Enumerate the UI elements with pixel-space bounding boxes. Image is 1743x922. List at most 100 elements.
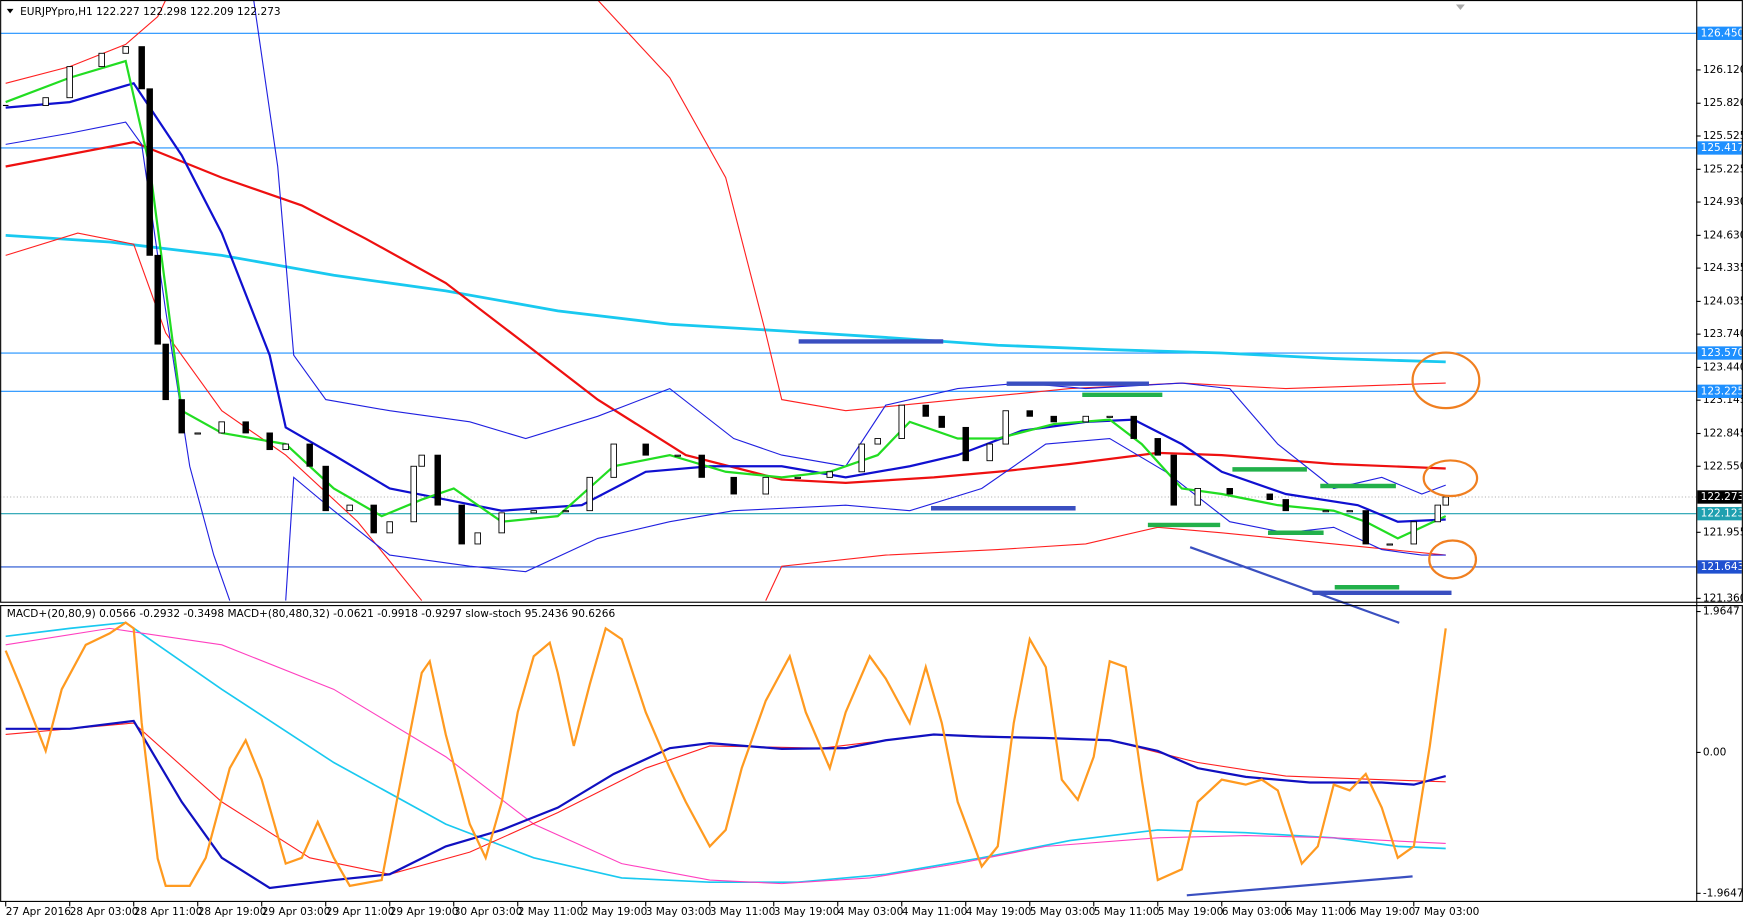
level-label: 121.643 <box>1701 561 1743 573</box>
candle <box>498 512 505 534</box>
candle <box>1050 415 1057 423</box>
candle <box>194 432 201 435</box>
candle <box>434 454 441 506</box>
x-tick-label: 7 May 03:00 <box>1414 906 1480 918</box>
x-tick-label: 4 May 03:00 <box>838 906 904 918</box>
level-label: 122.123 <box>1701 508 1743 520</box>
candle <box>322 465 329 512</box>
level-label: 125.417 <box>1701 142 1743 154</box>
candle <box>1434 504 1441 523</box>
y-tick-label: 124.035 <box>1703 295 1743 307</box>
x-tick-label: 27 Apr 2016 <box>6 906 72 918</box>
y-tick-label: 126.120 <box>1703 64 1743 76</box>
candle <box>1194 488 1201 506</box>
indicator-line <box>4 621 1447 888</box>
x-tick-label: 28 Apr 19:00 <box>198 906 267 918</box>
candle <box>42 97 49 106</box>
candle <box>794 476 801 479</box>
symbol-header: EURJPYpro,H1 122.227 122.298 122.209 122… <box>20 6 281 18</box>
x-tick-label: 4 May 11:00 <box>902 906 968 918</box>
y-tick-label: 121.955 <box>1703 526 1743 538</box>
indicator-line <box>5 719 1447 890</box>
indicator-panel-frame <box>0 605 1743 902</box>
candle <box>1322 510 1329 513</box>
candle <box>138 46 145 90</box>
candle <box>458 504 465 545</box>
trend-line <box>1189 546 1400 624</box>
x-tick-label: 29 Apr 11:00 <box>326 906 395 918</box>
level-label-box <box>1697 346 1742 360</box>
highlight-circle <box>1411 351 1481 410</box>
level-label: 123.225 <box>1701 385 1743 397</box>
level-label-box <box>1697 141 1742 155</box>
candle <box>410 465 417 523</box>
x-tick-label: 2 May 11:00 <box>518 906 584 918</box>
candle <box>1442 496 1449 506</box>
y-tick-label: 124.630 <box>1703 229 1743 241</box>
candle <box>154 254 161 345</box>
x-tick-label: 4 May 19:00 <box>966 906 1032 918</box>
candle <box>730 476 737 495</box>
annotations <box>798 339 1481 897</box>
y-tick-label: 123.740 <box>1703 328 1743 340</box>
candle <box>218 421 225 434</box>
x-tick-label: 29 Apr 03:00 <box>262 906 331 918</box>
candle <box>1410 521 1417 545</box>
x-tick-label: 6 May 19:00 <box>1350 906 1416 918</box>
level-label: 123.570 <box>1701 347 1743 359</box>
candle <box>1282 499 1289 512</box>
indicator-header: MACD+(20,80,9) 0.0566 -0.2932 -0.3498 MA… <box>7 608 616 620</box>
indicator-line <box>765 526 1446 601</box>
shift-marker <box>1455 4 1465 11</box>
level-label-box <box>1697 26 1742 40</box>
candle <box>306 443 313 467</box>
highlight-circle <box>1428 539 1478 580</box>
candle <box>1106 415 1113 418</box>
level-label-box <box>1697 384 1742 398</box>
candle <box>1346 510 1353 513</box>
candle <box>1266 493 1273 501</box>
indicator-line <box>597 0 1446 412</box>
candle <box>826 471 833 478</box>
candle <box>162 343 169 401</box>
indicator-line <box>5 121 231 601</box>
y-tick-label: 125.820 <box>1703 97 1743 109</box>
y-tick-label: 121.360 <box>1703 592 1743 604</box>
level-label: 126.450 <box>1701 27 1743 39</box>
candle <box>986 443 993 462</box>
x-tick-label: 28 Apr 11:00 <box>134 906 203 918</box>
x-tick-label: 5 May 11:00 <box>1094 906 1160 918</box>
candle <box>178 399 185 434</box>
current-price-label: 122.273 <box>1701 491 1743 503</box>
candle <box>586 476 593 512</box>
candle <box>642 443 649 456</box>
candle <box>1170 454 1177 506</box>
y-tick-label: 124.335 <box>1703 262 1743 274</box>
indicator-line <box>5 627 1446 885</box>
candle <box>1130 415 1137 439</box>
level-label-box <box>1697 560 1742 574</box>
current-price-box <box>1697 490 1742 504</box>
candle <box>474 532 481 545</box>
candle <box>122 46 129 54</box>
candle <box>674 454 681 457</box>
candle <box>1226 488 1233 495</box>
candle <box>562 510 569 513</box>
candle <box>98 52 105 68</box>
trend-line <box>1186 875 1413 897</box>
x-tick-label: 29 Apr 19:00 <box>390 906 459 918</box>
x-tick-label: 2 May 19:00 <box>582 906 648 918</box>
y-tick-label: 0.00 <box>1703 746 1727 758</box>
y-tick-label: 122.550 <box>1703 460 1743 472</box>
candle <box>370 504 377 534</box>
indicator-line <box>5 232 423 601</box>
candle <box>874 438 881 445</box>
y-tick-label: -1.9647 <box>1703 887 1743 899</box>
candle <box>938 415 945 428</box>
candle <box>898 404 905 439</box>
candle <box>1154 438 1161 456</box>
